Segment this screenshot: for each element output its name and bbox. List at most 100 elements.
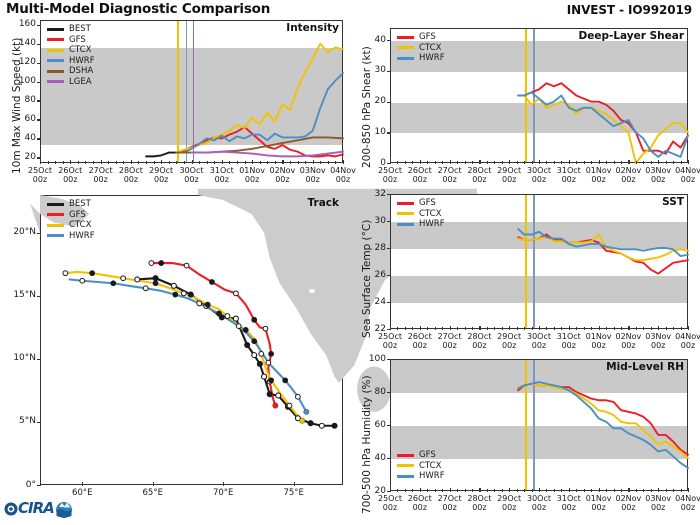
panel-rh: 700-500 hPa Humidity (%) Mid-Level RH GF…	[350, 354, 700, 525]
y-tick-label: 160	[18, 19, 36, 30]
track-x-tick-label: 70°E	[212, 488, 234, 498]
x-minor-tick	[524, 161, 526, 164]
x-tick-label: 25Oct 00z	[373, 332, 407, 350]
x-minor-tick	[168, 161, 170, 164]
x-minor-tick	[583, 161, 585, 164]
x-tick-hour: 00z	[472, 175, 487, 185]
legend-label-HWRF: HWRF	[69, 230, 95, 241]
y-tick-label: 40	[24, 132, 36, 143]
x-minor-tick	[643, 327, 645, 330]
x-minor-tick	[680, 161, 682, 164]
x-tick-label: 27Oct 00z	[433, 332, 467, 350]
x-minor-tick	[531, 161, 533, 164]
x-tick-date: 02Nov	[615, 494, 642, 503]
x-minor-tick	[620, 489, 622, 492]
x-minor-tick	[494, 161, 496, 164]
x-tick-label: 02Nov 00z	[265, 166, 299, 184]
y-tick-label: 20	[374, 485, 386, 496]
x-minor-tick	[412, 489, 414, 492]
x-minor-tick	[546, 489, 548, 492]
x-tick-mark	[479, 488, 481, 492]
x-minor-tick	[613, 161, 615, 164]
x-tick-hour: 00z	[680, 503, 696, 513]
legend-item-HWRF: HWRF	[397, 471, 445, 482]
track-marker-GFS	[268, 350, 275, 357]
inland-feature	[308, 288, 315, 293]
x-minor-tick	[524, 489, 526, 492]
x-minor-tick	[320, 161, 322, 164]
x-tick-hour: 00z	[472, 341, 487, 351]
track-x-tick-mark	[223, 482, 225, 486]
x-minor-tick	[412, 161, 414, 164]
x-tick-hour: 00z	[214, 175, 229, 185]
x-minor-tick	[464, 327, 466, 330]
x-tick-label: 30Oct 00z	[522, 166, 556, 184]
x-tick-mark	[628, 160, 630, 164]
legend-item-DSHA: DSHA	[47, 66, 95, 77]
x-minor-tick	[561, 327, 563, 330]
track-marker-GFS	[183, 262, 190, 269]
x-minor-tick	[531, 327, 533, 330]
x-minor-tick	[206, 161, 208, 164]
track-marker-CTCX	[242, 327, 249, 333]
x-tick-label: 28Oct 00z	[462, 494, 496, 512]
x-minor-tick	[236, 161, 238, 164]
legend-item-HWRF: HWRF	[47, 231, 95, 242]
sri-lanka-landmass	[357, 366, 391, 412]
legend-label-GFS: GFS	[69, 34, 86, 45]
init-time-line-hwrf-init	[185, 21, 188, 162]
x-tick-hour: 00z	[63, 175, 78, 185]
x-tick-date: 27Oct	[437, 332, 462, 341]
track-marker-HWRF	[265, 359, 272, 366]
series-line-HWRF	[517, 381, 689, 469]
x-tick-label: 26Oct 00z	[403, 494, 437, 512]
x-tick-date: 31Oct	[209, 166, 234, 175]
x-tick-label: 03Nov 00z	[641, 494, 675, 512]
x-tick-date: 26Oct	[58, 166, 83, 175]
x-tick-mark	[688, 160, 690, 164]
legend-item-CTCX: CTCX	[397, 209, 445, 220]
track-marker-best	[307, 420, 314, 427]
track-marker-best	[232, 315, 239, 322]
track-x-tick-mark	[152, 482, 154, 486]
x-minor-tick	[176, 161, 178, 164]
x-tick-date: 02Nov	[615, 166, 642, 175]
x-minor-tick	[553, 327, 555, 330]
shaded-band	[391, 41, 687, 72]
y-tick-mark	[36, 81, 41, 83]
track-y-tick-label: 10°N	[13, 353, 36, 364]
x-minor-tick	[62, 161, 64, 164]
legend-label-CTCX: CTCX	[419, 208, 442, 219]
track-marker-GFS	[262, 325, 269, 332]
track-marker-best	[318, 422, 325, 429]
track-marker-CTCX	[120, 275, 127, 282]
x-tick-mark	[449, 326, 451, 330]
x-minor-tick	[267, 161, 269, 164]
x-tick-mark	[628, 488, 630, 492]
x-tick-mark	[539, 488, 541, 492]
track-marker-CTCX	[62, 270, 69, 277]
x-tick-hour: 00z	[412, 341, 427, 351]
track-line-GFS	[150, 262, 277, 407]
x-minor-tick	[561, 161, 563, 164]
x-minor-tick	[199, 161, 201, 164]
legend-label-CTCX: CTCX	[69, 45, 92, 55]
x-minor-tick	[650, 161, 652, 164]
x-tick-mark	[658, 488, 660, 492]
legend-swatch-GFS	[397, 35, 414, 39]
x-tick-date: 29Oct	[497, 166, 522, 175]
track-y-tick-mark	[36, 421, 41, 424]
arabia-landmass	[30, 188, 90, 233]
shaded-band	[41, 70, 342, 87]
x-tick-mark	[658, 326, 660, 330]
x-tick-label: 26Oct 00z	[403, 166, 437, 184]
x-tick-date: 28Oct	[467, 166, 492, 175]
y-tick-label: 20	[24, 151, 36, 162]
x-tick-date: 28Oct	[118, 166, 143, 175]
y-tick-mark	[36, 100, 41, 102]
x-minor-tick	[635, 489, 637, 492]
x-tick-label: 02Nov 00z	[611, 332, 645, 350]
track-marker-GFS	[148, 260, 155, 266]
x-minor-tick	[244, 161, 246, 164]
x-tick-hour: 00z	[442, 503, 457, 513]
